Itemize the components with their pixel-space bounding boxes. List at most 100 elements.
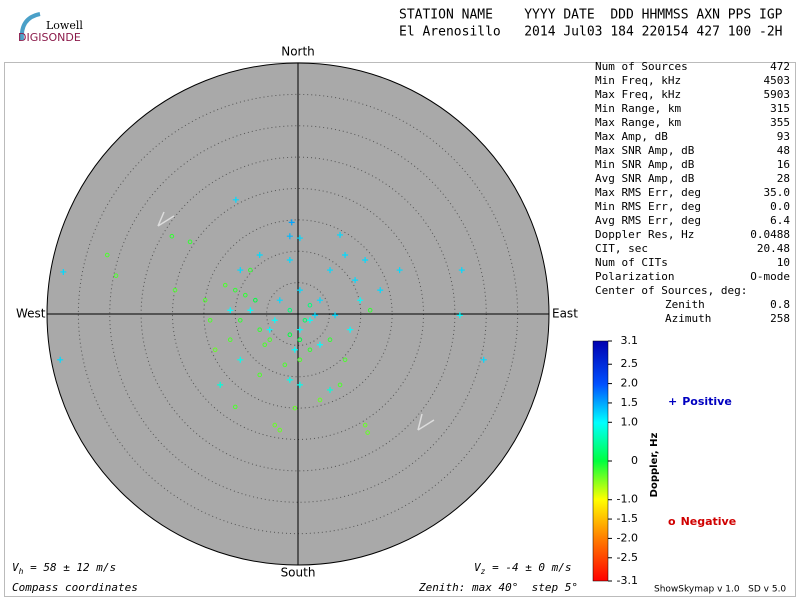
- compass-label: South: [281, 566, 316, 580]
- positive-point: [306, 317, 313, 324]
- stat-label: Max Range, km: [595, 116, 681, 129]
- positive-point: [316, 297, 323, 304]
- symbol: V: [474, 561, 482, 574]
- colorbar-tick-label: -1.0: [617, 493, 638, 506]
- stat-label: Azimuth: [665, 312, 711, 325]
- stat-label: Max Freq, kHz: [595, 88, 681, 101]
- negative-point: [287, 307, 293, 313]
- positive-point: [237, 356, 244, 363]
- positive-point: [352, 277, 359, 284]
- colorbar-tick-label: 0: [631, 454, 638, 467]
- positive-point: [316, 341, 323, 348]
- stat-value: 93: [777, 130, 790, 143]
- logo-top: Lowell: [46, 19, 83, 32]
- positive-point: [227, 307, 234, 314]
- arrow-icon: [157, 211, 175, 227]
- velocity-z: Vz = -4 ± 0 m/s: [474, 561, 572, 576]
- negative-point: [282, 362, 288, 368]
- positive-point: [377, 287, 384, 294]
- legend-entry: + Positive: [668, 395, 732, 408]
- positive-point: [286, 233, 293, 240]
- negative-point: [297, 357, 303, 363]
- stat-value: 315: [770, 102, 790, 115]
- stat-value: 16: [777, 158, 790, 171]
- logo-swoosh: [19, 12, 41, 41]
- positive-point: [458, 267, 465, 274]
- stat-value: 5903: [764, 88, 791, 101]
- stat-label: Max Amp, dB: [595, 130, 668, 143]
- positive-point: [271, 317, 278, 324]
- header-line: El Arenosillo 2014 Jul03 184 220154 427 …: [399, 25, 783, 40]
- negative-point: [248, 267, 253, 273]
- negative-point: [297, 337, 303, 343]
- negative-point: [104, 252, 110, 258]
- positive-point: [342, 252, 349, 259]
- positive-point: [286, 257, 293, 264]
- colorbar-tick-label: -2.0: [617, 531, 638, 544]
- stat-value: 35.0: [764, 186, 791, 199]
- negative-point: [169, 233, 175, 239]
- velocity-h: Vh = 58 ± 12 m/s: [12, 561, 116, 576]
- colorbar-tick-label: 1.0: [621, 415, 639, 428]
- positive-point: [217, 381, 224, 388]
- stat-label: Doppler Res, Hz: [595, 228, 694, 241]
- legend-entry: o Negative: [668, 515, 736, 528]
- positive-point: [296, 287, 303, 294]
- stat-label: Num of CITs: [595, 256, 668, 269]
- negative-point: [237, 317, 243, 323]
- positive-point: [327, 267, 334, 274]
- positive-point: [288, 219, 295, 226]
- negative-point: [232, 404, 238, 410]
- negative-point: [337, 382, 343, 388]
- stat-label: Max RMS Err, deg: [595, 186, 701, 199]
- positive-point: [57, 356, 64, 363]
- negative-point: [287, 332, 293, 338]
- header-line: STATION NAME YYYY DATE DDD HHMMSS AXN PP…: [399, 8, 783, 23]
- positive-point: [232, 196, 239, 203]
- positive-point: [337, 231, 344, 238]
- stat-value: 28: [777, 172, 790, 185]
- stat-value: 4503: [764, 74, 791, 87]
- negative-point: [212, 347, 218, 353]
- negative-point: [307, 347, 313, 353]
- colorbar-label: Doppler, Hz: [649, 433, 660, 498]
- negative-point: [267, 337, 273, 343]
- stat-label: Polarization: [595, 270, 674, 283]
- positive-point: [60, 268, 67, 275]
- positive-point: [237, 267, 244, 274]
- negative-point: [317, 397, 323, 403]
- positive-point: [296, 235, 303, 242]
- positive-point: [296, 381, 303, 388]
- negative-point: [113, 273, 119, 279]
- stat-value: 48: [777, 144, 790, 157]
- legend-label: Positive: [682, 395, 732, 408]
- positive-point: [327, 386, 334, 393]
- stat-label: Avg RMS Err, deg: [595, 214, 701, 227]
- stat-value: 0.0: [770, 200, 790, 213]
- positive-point: [247, 307, 254, 314]
- stat-value: 355: [770, 116, 790, 129]
- positive-point: [357, 297, 364, 304]
- positive-point: [347, 326, 354, 333]
- negative-point: [342, 357, 348, 363]
- stat-value: 10: [777, 256, 790, 269]
- stat-label: Min RMS Err, deg: [595, 200, 701, 213]
- legend-label: Negative: [681, 515, 737, 528]
- negative-point: [362, 422, 368, 428]
- stat-value: 0.0488: [750, 228, 790, 241]
- stat-label: Center of Sources, deg:: [595, 284, 747, 297]
- legend-marker: +: [668, 395, 677, 408]
- negative-point: [292, 405, 298, 411]
- zenith-note: Zenith: max 40° step 5°: [418, 581, 578, 594]
- negative-point: [207, 317, 213, 323]
- stat-value: O-mode: [750, 270, 790, 283]
- logo-bottom: DIGISONDE: [18, 31, 81, 44]
- stat-label: Max SNR Amp, dB: [595, 144, 695, 157]
- negative-point: [262, 342, 268, 348]
- stat-label: Min Range, km: [595, 102, 681, 115]
- compass-label: East: [552, 307, 578, 321]
- legend-marker: o: [668, 515, 676, 528]
- compass-label: West: [16, 307, 46, 321]
- coords-note: Compass coordinates: [12, 581, 138, 594]
